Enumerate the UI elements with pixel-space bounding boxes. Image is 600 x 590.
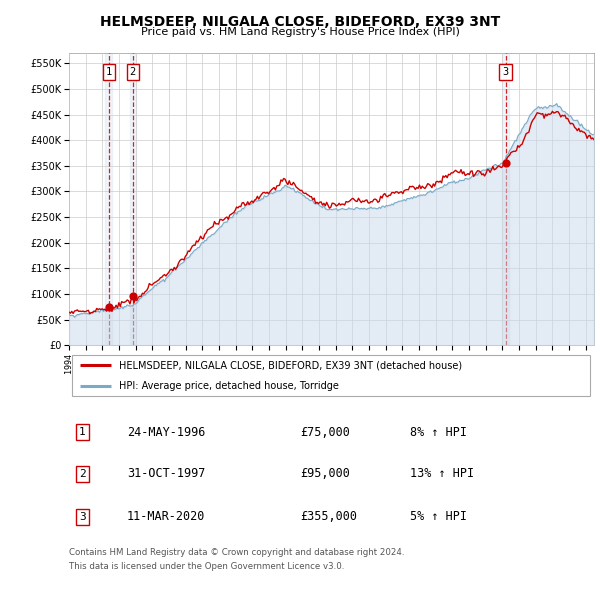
- Text: £95,000: £95,000: [300, 467, 350, 480]
- Text: HELMSDEEP, NILGALA CLOSE, BIDEFORD, EX39 3NT (detached house): HELMSDEEP, NILGALA CLOSE, BIDEFORD, EX39…: [119, 360, 462, 370]
- Point: [500, 159, 510, 168]
- Bar: [69, 53, 82, 345]
- Text: 8% ↑ HPI: 8% ↑ HPI: [410, 426, 467, 439]
- Text: HPI: Average price, detached house, Torridge: HPI: Average price, detached house, Torr…: [119, 381, 339, 391]
- Text: 3: 3: [79, 512, 86, 522]
- Bar: [130, 53, 136, 345]
- Text: Contains HM Land Registry data © Crown copyright and database right 2024.: Contains HM Land Registry data © Crown c…: [69, 548, 404, 556]
- Point: [104, 302, 113, 312]
- Bar: [106, 53, 112, 345]
- Text: 2: 2: [130, 67, 136, 77]
- Text: HELMSDEEP, NILGALA CLOSE, BIDEFORD, EX39 3NT: HELMSDEEP, NILGALA CLOSE, BIDEFORD, EX39…: [100, 15, 500, 29]
- Text: 2: 2: [79, 469, 86, 479]
- Text: This data is licensed under the Open Government Licence v3.0.: This data is licensed under the Open Gov…: [69, 562, 344, 571]
- Text: £355,000: £355,000: [300, 510, 357, 523]
- Text: 5% ↑ HPI: 5% ↑ HPI: [410, 510, 467, 523]
- Text: 11-MAR-2020: 11-MAR-2020: [127, 510, 205, 523]
- Text: 24-MAY-1996: 24-MAY-1996: [127, 426, 205, 439]
- Text: 13% ↑ HPI: 13% ↑ HPI: [410, 467, 475, 480]
- Text: £75,000: £75,000: [300, 426, 350, 439]
- Text: Price paid vs. HM Land Registry's House Price Index (HPI): Price paid vs. HM Land Registry's House …: [140, 27, 460, 37]
- Text: 3: 3: [502, 67, 509, 77]
- FancyBboxPatch shape: [71, 355, 590, 396]
- Bar: [502, 53, 509, 345]
- Text: 31-OCT-1997: 31-OCT-1997: [127, 467, 205, 480]
- Text: 1: 1: [106, 67, 112, 77]
- Text: 1: 1: [79, 427, 86, 437]
- Point: [128, 292, 137, 301]
